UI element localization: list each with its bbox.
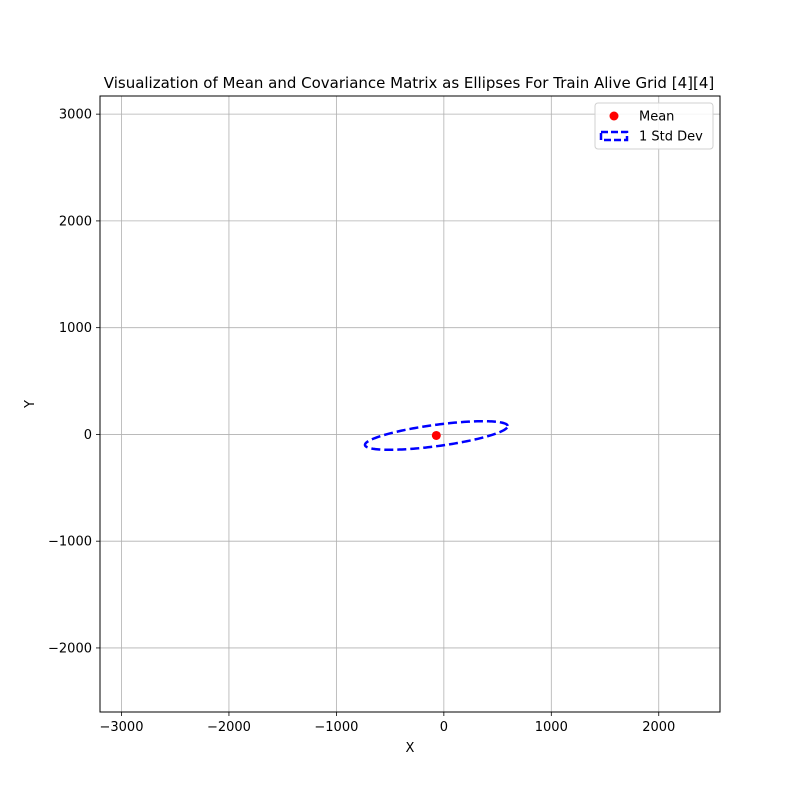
legend-marker-mean <box>609 111 619 121</box>
legend: Mean 1 Std Dev <box>594 102 714 150</box>
legend-label: 1 Std Dev <box>639 130 703 145</box>
y-tick-label: 3000 <box>59 108 92 123</box>
x-tick-label: 2000 <box>642 720 675 735</box>
ticks: −3000 −2000 −1000 0 1000 2000 −2000 −1000 0 1000 2… <box>48 108 675 735</box>
plot-data <box>363 419 509 452</box>
x-axis-label: X <box>406 741 415 756</box>
legend-marker-std-dev <box>599 130 629 142</box>
y-tick-label: −2000 <box>48 641 92 656</box>
x-tick-label: 0 <box>440 720 448 735</box>
plot-marks <box>363 419 509 452</box>
mean-point <box>431 430 441 440</box>
grid <box>100 96 720 712</box>
y-axis-label: Y <box>23 400 38 409</box>
x-tick-label: −2000 <box>207 720 251 735</box>
x-tick-label: −3000 <box>99 720 143 735</box>
y-tick-label: −1000 <box>48 535 92 550</box>
x-tick-label: 1000 <box>535 720 568 735</box>
std-dev-ellipse <box>363 419 509 452</box>
y-tick-label: 1000 <box>59 321 92 336</box>
plot-area-frame <box>99 95 721 713</box>
legend-box <box>594 102 714 150</box>
chart-title: Visualization of Mean and Covariance Mat… <box>104 74 714 92</box>
legend-label: Mean <box>639 110 674 125</box>
y-tick-label: 0 <box>84 428 92 443</box>
x-tick-label: −1000 <box>314 720 358 735</box>
y-tick-label: 2000 <box>59 214 92 229</box>
